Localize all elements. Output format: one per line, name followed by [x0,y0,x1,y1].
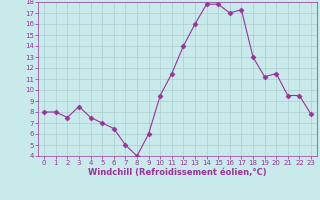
X-axis label: Windchill (Refroidissement éolien,°C): Windchill (Refroidissement éolien,°C) [88,168,267,177]
